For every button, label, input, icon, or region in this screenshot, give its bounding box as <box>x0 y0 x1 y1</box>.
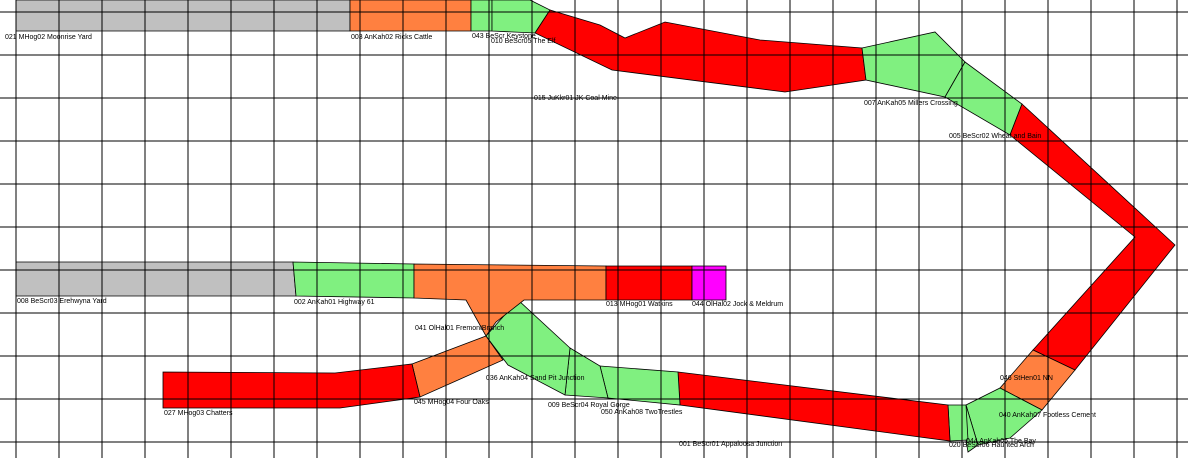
block-001[interactable] <box>677 371 951 442</box>
block-007[interactable] <box>861 31 966 98</box>
label-block-041: 041 OlHal01 FremontBranch <box>415 325 504 332</box>
label-block-002: 002 AnKah01 Highway 61 <box>294 299 375 306</box>
block-015[interactable] <box>534 9 867 93</box>
label-block-008: 008 BeScr03 Erehwyna Yard <box>17 298 107 305</box>
block-021[interactable] <box>15 0 351 32</box>
label-block-009: 009 BeScr04 Royal Gorge <box>548 402 630 409</box>
block-013[interactable] <box>605 265 693 301</box>
block-044[interactable] <box>691 265 727 301</box>
label-block-045: 045 MHog04 Four Oaks <box>414 399 489 406</box>
label-block-020: 020 BeScr06 Haunted Arch <box>949 442 1034 449</box>
block-027[interactable] <box>162 363 421 409</box>
block-020[interactable] <box>947 404 969 442</box>
label-block-003: 003 AnKah02 Ricks Cattle <box>351 34 432 41</box>
block-005b[interactable] <box>1009 103 1176 371</box>
label-block-021: 021 MHog02 Moonrise Yard <box>5 34 92 41</box>
block-002[interactable] <box>292 261 415 299</box>
block-008[interactable] <box>15 261 297 297</box>
label-block-010: 010 BeScr05 The Elf <box>491 38 556 45</box>
label-block-005: 005 BeScr02 Wheat and Bain <box>949 133 1041 140</box>
label-block-007: 007 AnKah05 Millers Crossing <box>864 100 958 107</box>
label-block-044: 044 OlHal02 Jock & Meldrum <box>692 301 783 308</box>
block-003[interactable] <box>349 0 472 32</box>
label-block-001: 001 BeScr01 Appaloosa Junction <box>679 441 782 448</box>
label-block-050: 050 AnKah08 TwoTrestles <box>601 409 683 416</box>
label-block-040: 040 AnKah07 Footless Cement <box>999 412 1096 419</box>
label-block-044b: 044 AnKah06 The Bay <box>966 438 1036 445</box>
label-block-043: 043 BeScr Keystone <box>472 33 536 40</box>
label-block-046: 046 StHen01 NN <box>1000 375 1053 382</box>
label-block-036: 036 AnKah04 Sand Pit Junction <box>486 375 585 382</box>
label-block-013: 013 MHog01 Watkins <box>606 301 673 308</box>
label-block-015: 015 JuKkr01 JK Coal Mine <box>534 95 617 102</box>
label-block-027: 027 MHog03 Chatters <box>164 410 233 417</box>
